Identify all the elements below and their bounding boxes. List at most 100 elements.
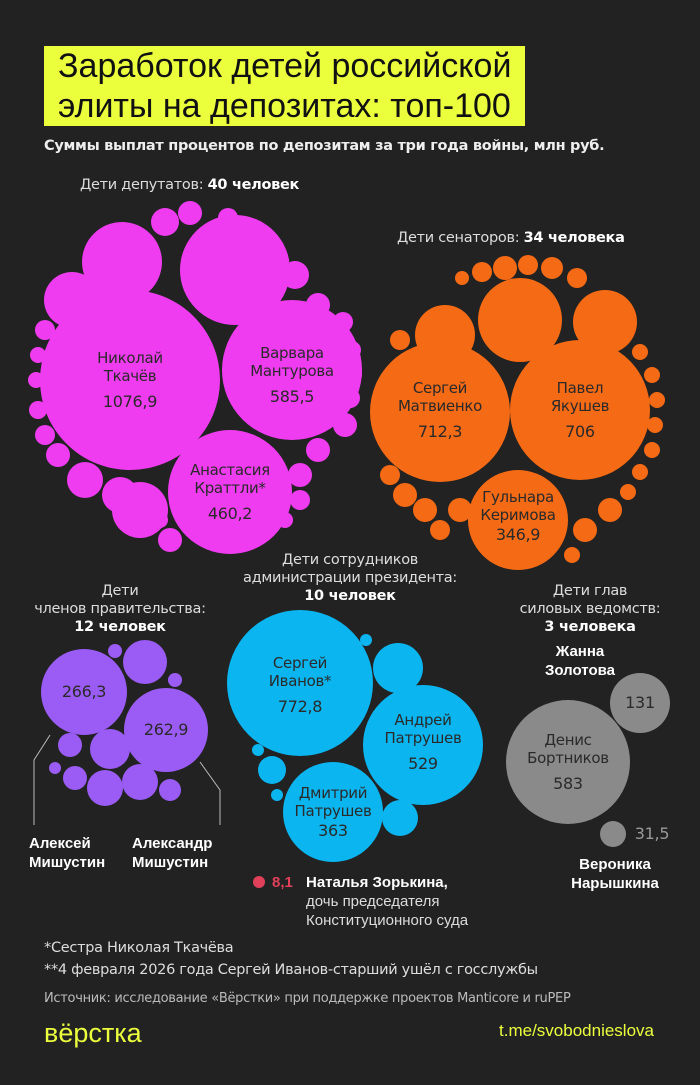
bubble-deputies [158, 528, 182, 552]
title-line-1: Заработок детей российской [44, 46, 526, 86]
bubble-deputies [28, 372, 44, 388]
bubble-kerimova [468, 470, 568, 570]
bubble-deputies [30, 347, 46, 363]
bubble-sergey-ivanov [227, 610, 373, 756]
bubble-label-matvienko: Сергей Матвиенко 712,3 [397, 379, 483, 441]
bubble-zolotova [610, 673, 670, 733]
bubble-senators [472, 262, 492, 282]
bubble-deputies [333, 312, 353, 332]
source: Источник: исследование «Вёрстки» при под… [44, 991, 571, 1006]
bubble-senators [598, 498, 622, 522]
zorkina-note-2: Конституционного суда [306, 912, 469, 929]
subtitle: Суммы выплат процентов по депозитам за т… [44, 138, 605, 154]
bubble-deputies [82, 222, 162, 302]
bubble-senators [413, 498, 437, 522]
leader-line-aleksandr [199, 761, 221, 825]
group-label-administration: Дети сотрудников администрации президента… [243, 552, 457, 604]
bubble-administration [373, 643, 423, 693]
telegram-link[interactable]: t.me/svobodnieslova [499, 1021, 654, 1040]
bubble-deputies [333, 413, 357, 437]
bubble-deputies [218, 208, 238, 228]
bubble-deputies [249, 223, 267, 241]
bubble-senators [632, 464, 648, 480]
bubble-senators [415, 305, 475, 365]
bubble-deputies [180, 215, 290, 325]
bubble-deputies [281, 261, 309, 289]
bubble-government [90, 729, 130, 769]
footnote-1: *Сестра Николая Ткачёва [44, 940, 234, 956]
bubble-deputies [151, 208, 179, 236]
name-zolotova: Жанна Золотова [545, 643, 615, 679]
bubble-deputies [29, 401, 47, 419]
zorkina-note-1: дочь председателя [306, 893, 440, 910]
bubble-dmitry-patrushev [283, 762, 383, 862]
bubble-matvienko [370, 342, 510, 482]
bubble-deputies [35, 320, 55, 340]
bubble-administration [360, 634, 372, 646]
bubble-senators [390, 330, 410, 350]
bubble-aleksandr-mishustin [124, 688, 208, 772]
bubble-government [58, 733, 82, 757]
bubble-deputies [288, 463, 312, 487]
bubble-deputies [178, 201, 202, 225]
bubble-tkachev [40, 290, 220, 470]
bubble-label-bortnikov: Денис Бортников 583 [527, 731, 609, 793]
bubble-senators [455, 271, 469, 285]
bubble-administration [252, 744, 264, 756]
bubble-administration [425, 703, 439, 717]
bubble-senators [448, 498, 472, 522]
bubble-senators [647, 417, 663, 433]
bubble-label-zolotova: 131 [625, 693, 655, 712]
bubble-administration [258, 756, 286, 784]
group-label-senators: Дети сенаторов: 34 человека [397, 230, 625, 246]
bubble-deputies [346, 367, 362, 383]
name-zorkina: Наталья Зорькина, дочь председателя Конс… [306, 873, 468, 930]
bubble-manturova [222, 300, 362, 440]
bubble-senators [632, 344, 648, 360]
bubble-deputies [343, 341, 361, 359]
bubble-label-kerimova: Гульнара Керимова 346,9 [480, 488, 556, 544]
bubble-government [122, 764, 158, 800]
bubble-zorkina [253, 876, 265, 888]
group-label-security: Дети глав силовых ведомств: 3 человека [519, 583, 661, 635]
bubble-label-dmitry: Дмитрий Патрушев 363 [294, 784, 372, 840]
bubble-government [123, 640, 167, 684]
bubble-label-ivanov: Сергей Иванов* 772,8 [268, 654, 332, 716]
group-label-government: Дети членов правительства: 12 человек [34, 583, 206, 635]
bubble-senators [573, 290, 637, 354]
group-label-deputies: Дети депутатов: 40 человек [80, 177, 300, 193]
leader-line-aleksey [33, 734, 51, 825]
bubble-yakushev [510, 340, 650, 480]
bubble-label-manturova: Варвара Мантурова 585,5 [250, 344, 334, 406]
bubble-senators [478, 278, 562, 362]
bubble-deputies [44, 272, 100, 328]
bubble-deputies [306, 438, 330, 462]
bubble-label-andrey: Андрей Патрушев 529 [384, 711, 462, 773]
bubble-administration [271, 789, 283, 801]
bubble-deputies [277, 512, 293, 528]
bubble-senators [430, 520, 450, 540]
bubble-senators [567, 268, 587, 288]
bubble-administration [382, 800, 418, 836]
bubble-senators [620, 484, 636, 500]
bubble-label-yakushev: Павел Якушев 706 [550, 379, 610, 441]
bubble-deputies [152, 512, 168, 528]
logo: вёрстка [44, 1018, 142, 1048]
bubble-deputies [46, 443, 70, 467]
bubble-senators [573, 518, 597, 542]
bubble-deputies [67, 462, 103, 498]
bubble-deputies [290, 490, 310, 510]
bubble-government [108, 644, 122, 658]
title-line-2: элиты на депозитах: топ-100 [44, 86, 525, 126]
bubble-deputies [306, 293, 330, 317]
zorkina-name: Наталья Зорькина, [306, 874, 448, 891]
bubble-senators [380, 465, 400, 485]
bubble-andrey-patrushev [363, 685, 483, 805]
bubble-label-krattli: Анастасия Краттли* 460,2 [190, 461, 270, 523]
bubble-senators [644, 442, 660, 458]
bubble-label-aleksandr: 262,9 [143, 720, 189, 739]
bubble-senators [393, 483, 417, 507]
name-aleksey-mishustin: Алексей Мишустин [29, 835, 106, 871]
value-zorkina: 8,1 [272, 874, 293, 891]
